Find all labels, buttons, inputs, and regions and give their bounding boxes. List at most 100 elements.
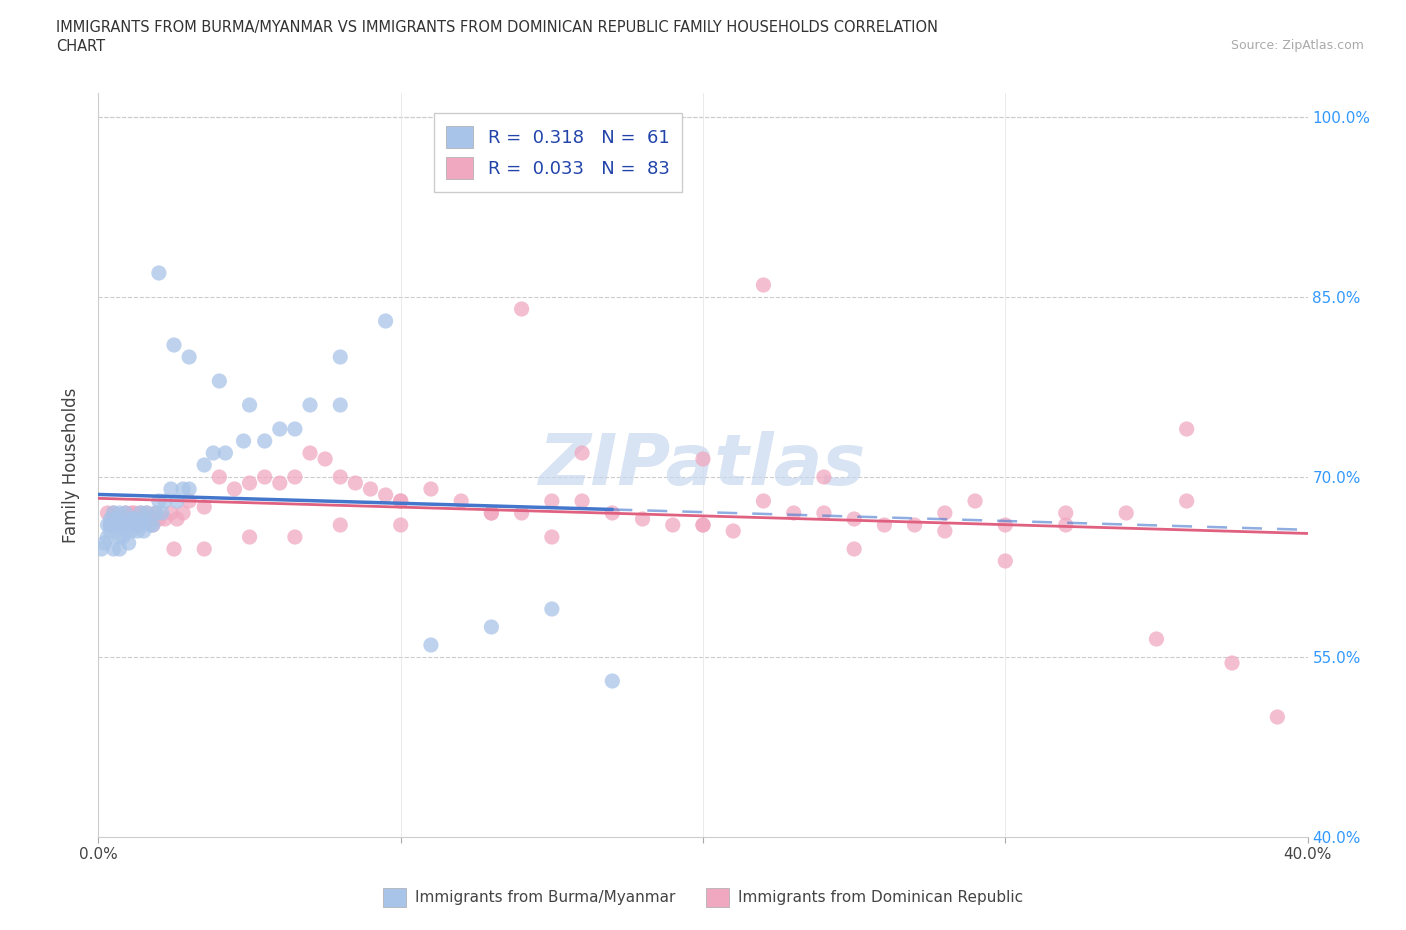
Point	[132, 524, 155, 538]
Point	[692, 518, 714, 533]
Point	[127, 518, 149, 533]
Point	[148, 266, 170, 281]
Point	[284, 470, 307, 485]
Point	[994, 518, 1017, 533]
Point	[121, 506, 143, 521]
Point	[314, 452, 336, 467]
Point	[813, 470, 835, 485]
Point	[160, 482, 183, 497]
Point	[389, 518, 412, 533]
Text: Source: ZipAtlas.com: Source: ZipAtlas.com	[1230, 39, 1364, 52]
Point	[723, 524, 745, 538]
Point	[813, 506, 835, 521]
Point	[602, 506, 624, 521]
Point	[253, 470, 276, 485]
Point	[481, 506, 503, 521]
Point	[105, 512, 128, 526]
Point	[90, 541, 112, 556]
Point	[124, 518, 146, 533]
Point	[934, 524, 956, 538]
Point	[692, 452, 714, 467]
Point	[752, 494, 775, 509]
Point	[103, 518, 125, 533]
Text: ZIPatlas: ZIPatlas	[540, 431, 866, 499]
Point	[160, 506, 183, 521]
Point	[540, 602, 562, 617]
Point	[752, 277, 775, 292]
Point	[193, 458, 215, 472]
Point	[329, 350, 352, 365]
Point	[114, 524, 136, 538]
Point	[193, 499, 215, 514]
Point	[96, 518, 118, 533]
Point	[374, 487, 396, 502]
Point	[103, 506, 125, 521]
Point	[179, 494, 201, 509]
Point	[179, 482, 201, 497]
Point	[93, 536, 115, 551]
Point	[148, 512, 170, 526]
Point	[420, 638, 443, 653]
Point	[965, 494, 987, 509]
Point	[100, 524, 122, 538]
Point	[269, 421, 291, 436]
Point	[994, 553, 1017, 568]
Point	[299, 397, 322, 412]
Point	[121, 512, 143, 526]
Point	[389, 494, 412, 509]
Point	[172, 482, 194, 497]
Point	[139, 518, 162, 533]
Point	[904, 518, 927, 533]
Point	[127, 524, 149, 538]
Point	[145, 506, 167, 521]
Point	[329, 470, 352, 485]
Point	[299, 445, 322, 460]
Point	[1175, 421, 1198, 436]
Point	[150, 506, 173, 521]
Point	[145, 506, 167, 521]
Point	[111, 512, 134, 526]
Point	[135, 506, 157, 521]
Point	[253, 433, 276, 448]
Point	[239, 529, 262, 544]
Point	[153, 494, 176, 509]
Point	[103, 541, 125, 556]
Point	[118, 512, 141, 526]
Point	[105, 518, 128, 533]
Point	[934, 506, 956, 521]
Point	[96, 529, 118, 544]
Point	[108, 529, 131, 544]
Point	[129, 518, 152, 533]
Point	[142, 518, 165, 533]
Point	[103, 506, 125, 521]
Point	[783, 506, 806, 521]
Point	[100, 518, 122, 533]
Point	[166, 494, 188, 509]
Point	[661, 518, 683, 533]
Point	[450, 494, 472, 509]
Point	[129, 506, 152, 521]
Point	[1220, 656, 1243, 671]
Point	[100, 512, 122, 526]
Point	[329, 518, 352, 533]
Point	[374, 313, 396, 328]
Point	[132, 512, 155, 526]
Point	[108, 541, 131, 556]
Point	[135, 506, 157, 521]
Point	[481, 619, 503, 634]
Point	[284, 421, 307, 436]
Text: IMMIGRANTS FROM BURMA/MYANMAR VS IMMIGRANTS FROM DOMINICAN REPUBLIC FAMILY HOUSE: IMMIGRANTS FROM BURMA/MYANMAR VS IMMIGRA…	[56, 20, 938, 35]
Point	[208, 374, 231, 389]
Point	[142, 518, 165, 533]
Point	[360, 482, 382, 497]
Point	[389, 494, 412, 509]
Point	[571, 445, 593, 460]
Point	[540, 494, 562, 509]
Point	[1115, 506, 1137, 521]
Point	[510, 301, 533, 316]
Point	[239, 475, 262, 490]
Point	[96, 506, 118, 521]
Y-axis label: Family Households: Family Households	[62, 387, 80, 543]
Point	[224, 482, 246, 497]
Point	[108, 506, 131, 521]
